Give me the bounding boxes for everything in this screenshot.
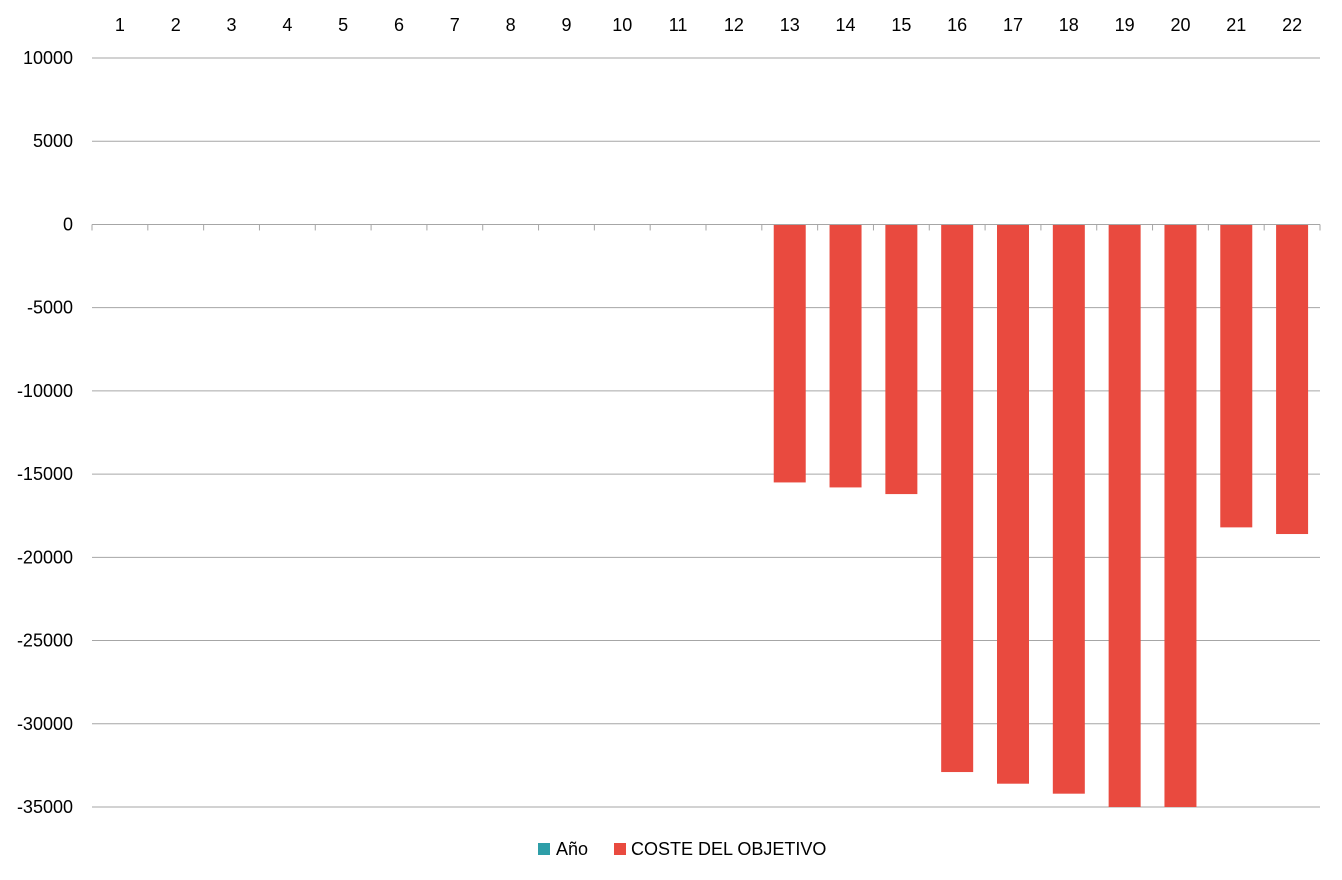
legend-label-coste-del-objetivo: COSTE DEL OBJETIVO [631, 839, 826, 859]
x-tick-label: 14 [836, 15, 856, 35]
bar-16 [941, 224, 974, 773]
y-tick-label: -35000 [17, 797, 73, 817]
y-tick-label: -10000 [17, 381, 73, 401]
y-tick-label: 0 [63, 214, 73, 234]
y-tick-label: -25000 [17, 631, 73, 651]
x-tick-label: 4 [282, 15, 292, 35]
bar-18 [1052, 224, 1085, 794]
bars [773, 224, 1309, 807]
x-tick-label: 10 [612, 15, 632, 35]
bar-17 [997, 224, 1029, 784]
y-tick-label: -30000 [17, 714, 73, 734]
legend-label-ano: Año [556, 839, 588, 859]
y-tick-label: 5000 [33, 131, 73, 151]
x-tick-label: 7 [450, 15, 460, 35]
y-tick-label: 10000 [23, 48, 73, 68]
x-tick-label: 16 [947, 15, 967, 35]
x-tick-label: 9 [561, 15, 571, 35]
gridlines [92, 57, 1320, 808]
y-tick-label: -20000 [17, 547, 73, 567]
bar-19 [1108, 224, 1141, 807]
x-tick-label: 11 [669, 15, 688, 35]
x-tick-label: 21 [1226, 15, 1246, 35]
y-axis-tick-labels: 10000 5000 0 -5000 -10000 -15000 -20000 -25000 -… [17, 48, 73, 817]
x-tick-label: 6 [394, 15, 404, 35]
x-tick-label: 13 [780, 15, 800, 35]
x-tick-label: 18 [1059, 15, 1079, 35]
x-tick-label: 8 [506, 15, 516, 35]
y-tick-label: -5000 [27, 298, 73, 318]
x-tick-label: 19 [1115, 15, 1135, 35]
legend: Año COSTE DEL OBJETIVO [538, 839, 826, 859]
bar-15 [885, 224, 918, 495]
x-tick-label: 20 [1170, 15, 1190, 35]
x-tick-label: 15 [891, 15, 911, 35]
x-tick-label: 2 [171, 15, 181, 35]
bar-14 [829, 224, 862, 488]
bar-22 [1276, 224, 1309, 535]
x-tick-label: 22 [1282, 15, 1302, 35]
bar-13 [773, 224, 806, 483]
x-tick-label: 3 [227, 15, 237, 35]
zero-axis [91, 223, 1321, 231]
x-tick-label: 1 [115, 15, 125, 35]
legend-swatch-ano [538, 843, 550, 855]
bar-20 [1164, 224, 1197, 807]
x-tick-label: 12 [724, 15, 744, 35]
y-tick-label: -15000 [17, 464, 73, 484]
x-tick-label: 5 [338, 15, 348, 35]
x-axis-tick-labels: 1 2 3 4 5 6 7 8 9 10 11 12 13 14 15 16 17 18 19 20 21 22 [115, 15, 1302, 35]
x-tick-label: 17 [1003, 15, 1023, 35]
legend-swatch-coste-del-objetivo [614, 843, 626, 855]
bar-21 [1220, 224, 1253, 528]
